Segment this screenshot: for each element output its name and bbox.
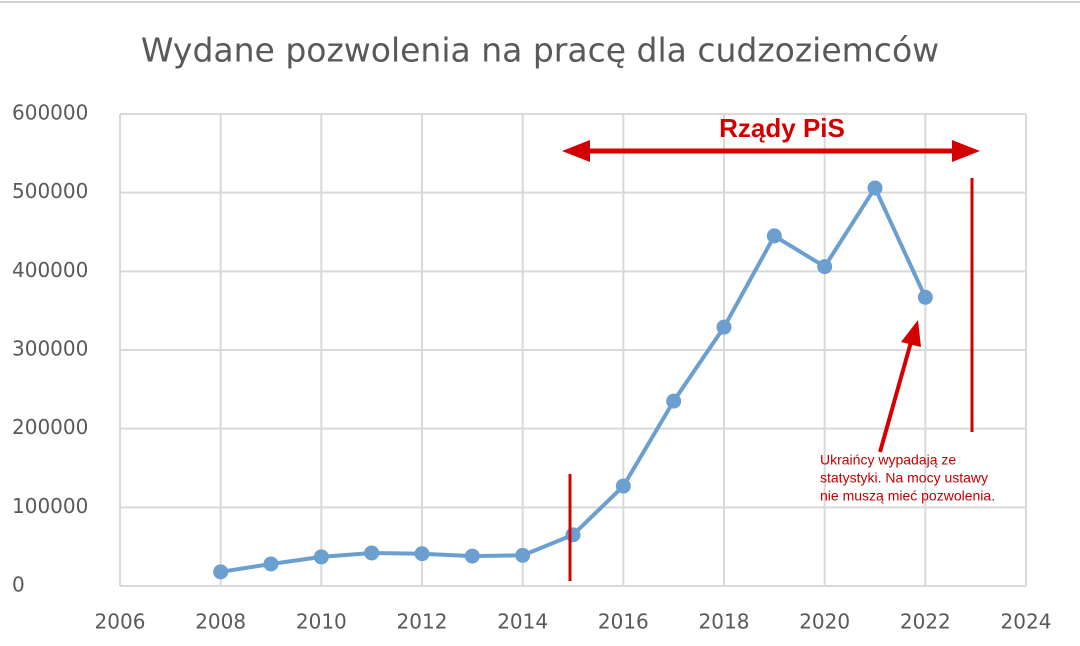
data-point xyxy=(666,393,682,409)
data-point xyxy=(565,527,581,543)
y-tick-label: 300000 xyxy=(12,337,88,361)
data-point xyxy=(766,228,782,244)
x-tick-label: 2014 xyxy=(497,610,548,634)
data-point xyxy=(817,259,833,275)
pointer-arrow-head xyxy=(901,320,921,347)
y-tick-label: 200000 xyxy=(12,415,88,439)
pointer-arrow xyxy=(878,341,913,453)
x-tick-label: 2020 xyxy=(799,610,850,634)
data-point xyxy=(364,545,380,561)
x-tick-label: 2016 xyxy=(598,610,649,634)
data-point xyxy=(213,564,229,580)
data-point xyxy=(867,180,883,196)
data-point xyxy=(313,549,329,565)
annotation-note: nie muszą mieć pozwolenia. xyxy=(820,488,995,504)
arrow-head xyxy=(562,140,590,162)
data-point xyxy=(515,547,531,563)
y-tick-label: 0 xyxy=(12,573,25,597)
annotation-note: Ukraińcy wypadają ze xyxy=(820,452,956,468)
y-tick-label: 400000 xyxy=(12,258,88,282)
plot-area: 0 100000 200000 300000 400000 500000 600000 200… xyxy=(12,101,1051,634)
x-tick-label: 2010 xyxy=(296,610,347,634)
data-point xyxy=(414,546,430,562)
x-tick-label: 2024 xyxy=(1001,610,1052,634)
x-tick-label: 2018 xyxy=(699,610,750,634)
y-tick-label: 100000 xyxy=(12,494,88,518)
x-tick-label: 2012 xyxy=(397,610,448,634)
annotations: Rządy PiS Ukraińcy wypadają ze statystyk… xyxy=(562,113,995,581)
data-point xyxy=(716,319,732,335)
data-point xyxy=(464,548,480,564)
data-line xyxy=(220,183,928,574)
annotation-title: Rządy PiS xyxy=(719,113,845,143)
x-tick-label: 2022 xyxy=(900,610,951,634)
arrow-head xyxy=(952,140,980,162)
annotation-note: statystyki. Na mocy ustawy xyxy=(820,470,988,486)
x-tick-label: 2006 xyxy=(95,610,146,634)
data-point xyxy=(615,478,631,494)
y-tick-label: 500000 xyxy=(12,179,88,203)
data-point xyxy=(263,556,279,572)
y-tick-label: 600000 xyxy=(12,101,88,125)
x-tick-label: 2008 xyxy=(195,610,246,634)
chart-title: Wydane pozwolenia na pracę dla cudzoziem… xyxy=(141,31,939,70)
data-point xyxy=(917,289,933,305)
